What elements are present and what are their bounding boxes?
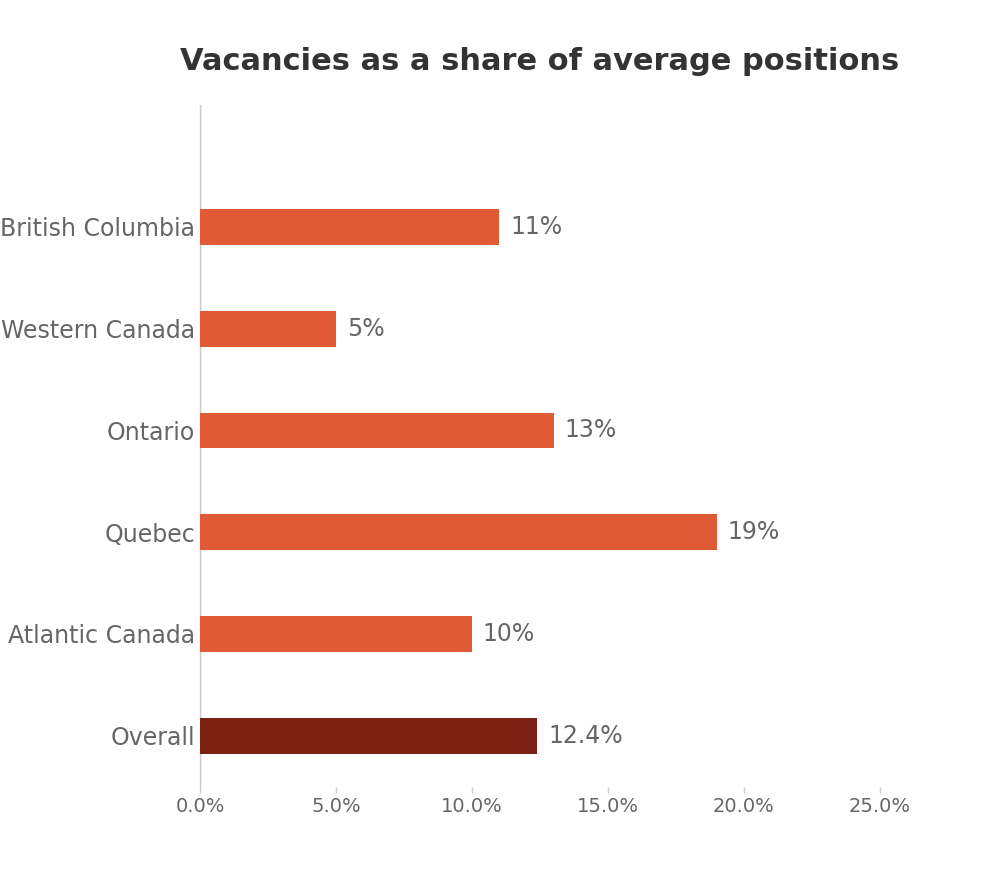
Text: 19%: 19%	[728, 520, 780, 545]
Text: 13%: 13%	[564, 419, 617, 442]
Text: 11%: 11%	[510, 215, 562, 239]
Text: 5%: 5%	[347, 316, 385, 341]
Bar	[200, 616, 472, 652]
Text: 10%: 10%	[483, 622, 535, 646]
Bar	[200, 718, 537, 753]
Bar	[200, 209, 499, 245]
Title: Vacancies as a share of average positions: Vacancies as a share of average position…	[180, 47, 900, 76]
Text: 12.4%: 12.4%	[548, 724, 623, 748]
Bar	[200, 413, 554, 448]
Bar	[200, 311, 336, 346]
Bar	[200, 515, 717, 550]
